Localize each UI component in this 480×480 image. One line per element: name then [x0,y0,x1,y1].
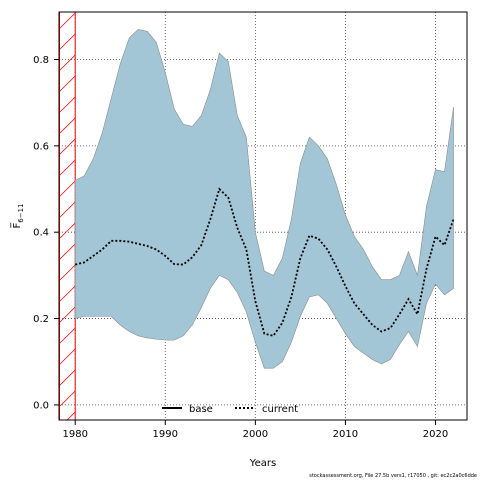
confidence-band-layer [74,28,454,369]
y-axis-title: F̅ [10,222,23,229]
hatch-stroke [59,264,76,282]
y-tick-label-4: 0.8 [33,55,49,66]
hatch-stroke [59,243,76,261]
hatch-stroke [59,117,76,135]
hatch-stroke [66,411,76,420]
hatch-stroke [59,390,76,408]
y-tick-label-2: 0.4 [33,228,49,239]
svg-text:F̅6−11: F̅6−11 [10,204,25,229]
x-tick-label-2020: 2020 [423,429,448,440]
legend-base-label: base [189,404,213,415]
hatch-stroke [59,54,76,72]
y-tick-label-1: 0.2 [33,314,49,325]
hatch-stroke [59,222,76,240]
x-axis: 1980 1990 2000 2010 2020 [62,420,448,440]
hatch-region [59,0,76,420]
x-tick-label-1990: 1990 [153,429,178,440]
hatch-stroke [59,369,76,387]
x-tick-label-2010: 2010 [333,429,358,440]
y-tick-label-3: 0.6 [33,141,49,152]
hatch-stroke [59,306,76,324]
series-layer [75,187,455,337]
x-tick-label-1980: 1980 [62,429,87,440]
y-axis-title-subscript: 6−11 [17,204,25,223]
y-axis-title-group: F̅6−11 [10,204,25,229]
legend-current-label: current [262,404,298,415]
hatch-stroke [59,33,76,51]
hatch-stroke [59,75,76,93]
hatch-stroke [59,0,75,8]
hatch-stroke [59,96,76,114]
y-tick-label-0: 0.0 [33,400,49,411]
hatch-stroke [59,327,76,345]
hatch-stroke [59,201,76,219]
hatch-stroke [59,180,76,198]
hatch-stroke [59,285,76,303]
hatch-stroke [59,159,76,177]
plot-frame [58,11,468,421]
confidence-band [74,28,454,369]
x-tick-label-2000: 2000 [243,429,268,440]
series-line-current [75,187,455,337]
hatch-stroke [59,12,76,30]
footnote: stockassessment.org, File 27.5b vers1, r… [309,473,477,479]
hatch-stroke [59,348,76,366]
y-axis: 0.0 0.2 0.4 0.6 0.8 [33,55,59,411]
legend: base current [162,404,298,415]
hatch-stroke [59,138,76,156]
x-axis-title: Years [249,458,276,469]
